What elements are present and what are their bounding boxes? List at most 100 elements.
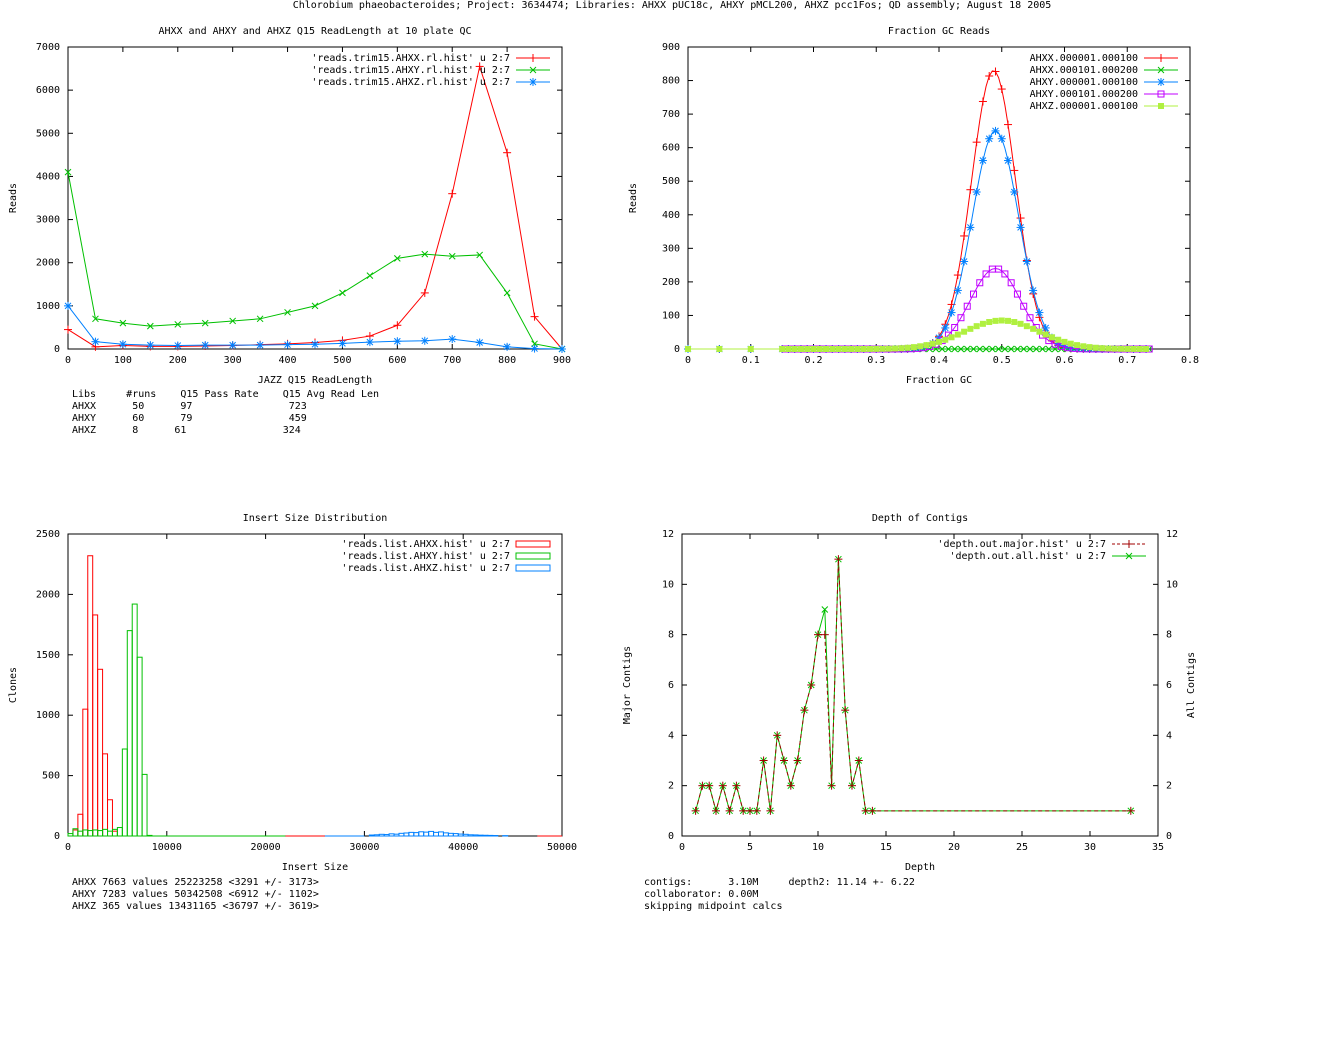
marker-x-b bbox=[976, 345, 984, 353]
marker-filled-box bbox=[1030, 325, 1037, 332]
y-tick-label: 600 bbox=[662, 143, 680, 154]
marker-x-b bbox=[941, 324, 949, 332]
y-tick-label: 500 bbox=[42, 771, 60, 782]
marker-x-b bbox=[146, 341, 154, 349]
legend-label: 'reads.trim15.AHXX.rl.hist' u 2:7 bbox=[311, 53, 510, 64]
series-line bbox=[695, 559, 1131, 813]
marker-x-b bbox=[531, 340, 538, 348]
marker-x-b bbox=[146, 322, 154, 330]
y2-tick-label: 4 bbox=[1166, 730, 1172, 741]
depth-stat-line: skipping midpoint calcs bbox=[644, 901, 783, 912]
marker-x-b bbox=[970, 345, 977, 353]
marker-x-b bbox=[1039, 345, 1046, 353]
x-tick-label: 0 bbox=[685, 355, 691, 366]
histogram-bar bbox=[477, 834, 484, 837]
marker-filled-box bbox=[1042, 331, 1049, 338]
marker-filled-box bbox=[779, 346, 786, 352]
y-tick-label: 1000 bbox=[36, 710, 60, 721]
histogram-bar bbox=[378, 833, 385, 837]
x-tick-label: 10 bbox=[812, 842, 824, 853]
marker-x-b bbox=[531, 345, 538, 352]
histogram-bar bbox=[433, 831, 439, 837]
y2-tick-label: 0 bbox=[1166, 831, 1172, 842]
marker-x-b bbox=[201, 319, 209, 327]
marker-box bbox=[957, 314, 965, 322]
y-axis-label: Reads bbox=[628, 183, 639, 213]
marker-x-b bbox=[119, 319, 127, 327]
marker-x-b bbox=[256, 341, 264, 349]
y-tick-label: 6000 bbox=[36, 85, 60, 96]
marker-filled-box bbox=[1099, 345, 1106, 352]
marker-filled-box bbox=[1011, 319, 1018, 326]
histogram-bar bbox=[97, 668, 104, 837]
histogram-bar bbox=[102, 828, 109, 837]
y-axis-label: Clones bbox=[8, 667, 19, 703]
legend-label: AHXX.000101.000200 bbox=[1030, 65, 1138, 76]
marker-x-b bbox=[421, 337, 429, 345]
marker-filled-box bbox=[1130, 345, 1137, 352]
marker-x-b bbox=[992, 127, 999, 135]
x-tick-label: 0 bbox=[679, 842, 685, 853]
series-line bbox=[67, 172, 563, 350]
histogram-bar bbox=[77, 830, 84, 837]
marker-filled-box bbox=[1036, 328, 1043, 335]
marker-x-b bbox=[311, 340, 319, 348]
marker-x-b bbox=[366, 272, 374, 280]
marker-filled-box bbox=[967, 325, 974, 332]
x-tick-label: 10000 bbox=[152, 842, 182, 853]
depth-stat-line: collaborator: 0.00M bbox=[644, 889, 759, 900]
histogram-bar bbox=[452, 833, 459, 837]
marker-filled-box bbox=[1117, 345, 1124, 352]
legend-label: 'reads.list.AHXY.hist' u 2:7 bbox=[341, 551, 510, 562]
histogram-bar bbox=[388, 833, 395, 837]
marker-x-b bbox=[64, 168, 72, 176]
y-tick-label: 2500 bbox=[36, 529, 60, 540]
marker-filled-box bbox=[804, 345, 811, 352]
marker-box bbox=[951, 323, 959, 331]
marker-filled-box bbox=[866, 345, 873, 352]
histogram-bar bbox=[447, 832, 454, 837]
marker-x-b bbox=[174, 321, 182, 328]
marker-x-b bbox=[174, 342, 182, 349]
marker-x-b bbox=[1014, 345, 1021, 353]
histogram-bar bbox=[368, 834, 375, 837]
marker-x-b bbox=[256, 315, 264, 323]
y-tick-label: 4000 bbox=[36, 171, 60, 182]
histogram-bar bbox=[97, 830, 104, 837]
marker-filled-box bbox=[823, 345, 830, 352]
x-tick-label: 30 bbox=[1084, 842, 1096, 853]
marker-x-b bbox=[1007, 345, 1015, 353]
marker-filled-box bbox=[873, 345, 880, 352]
x-tick-label: 0.6 bbox=[1055, 355, 1073, 366]
histogram-bar bbox=[418, 831, 425, 837]
histogram-bar bbox=[413, 832, 420, 837]
series-line bbox=[688, 130, 1150, 350]
x-tick-label: 0.3 bbox=[867, 355, 885, 366]
chart-title: Fraction GC Reads bbox=[888, 26, 990, 37]
marker-x-b bbox=[1020, 345, 1028, 353]
marker-x-b bbox=[948, 309, 955, 316]
histogram-bar bbox=[472, 834, 479, 837]
marker-x-b bbox=[1029, 287, 1037, 294]
marker-x-b bbox=[503, 343, 511, 351]
marker-box bbox=[970, 290, 978, 298]
marker-filled-box bbox=[1158, 103, 1164, 109]
marker-x-b bbox=[201, 341, 209, 349]
marker-x-b bbox=[973, 188, 981, 196]
histogram-bar bbox=[107, 799, 113, 837]
y2-tick-label: 2 bbox=[1166, 781, 1172, 792]
x-tick-label: 600 bbox=[388, 355, 406, 366]
x-tick-label: 20000 bbox=[251, 842, 281, 853]
marker-filled-box bbox=[1023, 323, 1030, 330]
plot-frame bbox=[681, 533, 1159, 837]
marker-x-b bbox=[1004, 157, 1012, 164]
marker-x-b bbox=[476, 339, 484, 346]
histogram-bar bbox=[487, 834, 494, 837]
x-tick-label: 900 bbox=[553, 355, 571, 366]
marker-filled-box bbox=[917, 343, 924, 350]
y-tick-label: 7000 bbox=[36, 42, 60, 53]
marker-filled-box bbox=[1105, 345, 1112, 352]
legend-label: AHXZ.000001.000100 bbox=[1030, 101, 1138, 112]
marker-filled-box bbox=[848, 345, 855, 352]
x-tick-label: 0.7 bbox=[1118, 355, 1136, 366]
